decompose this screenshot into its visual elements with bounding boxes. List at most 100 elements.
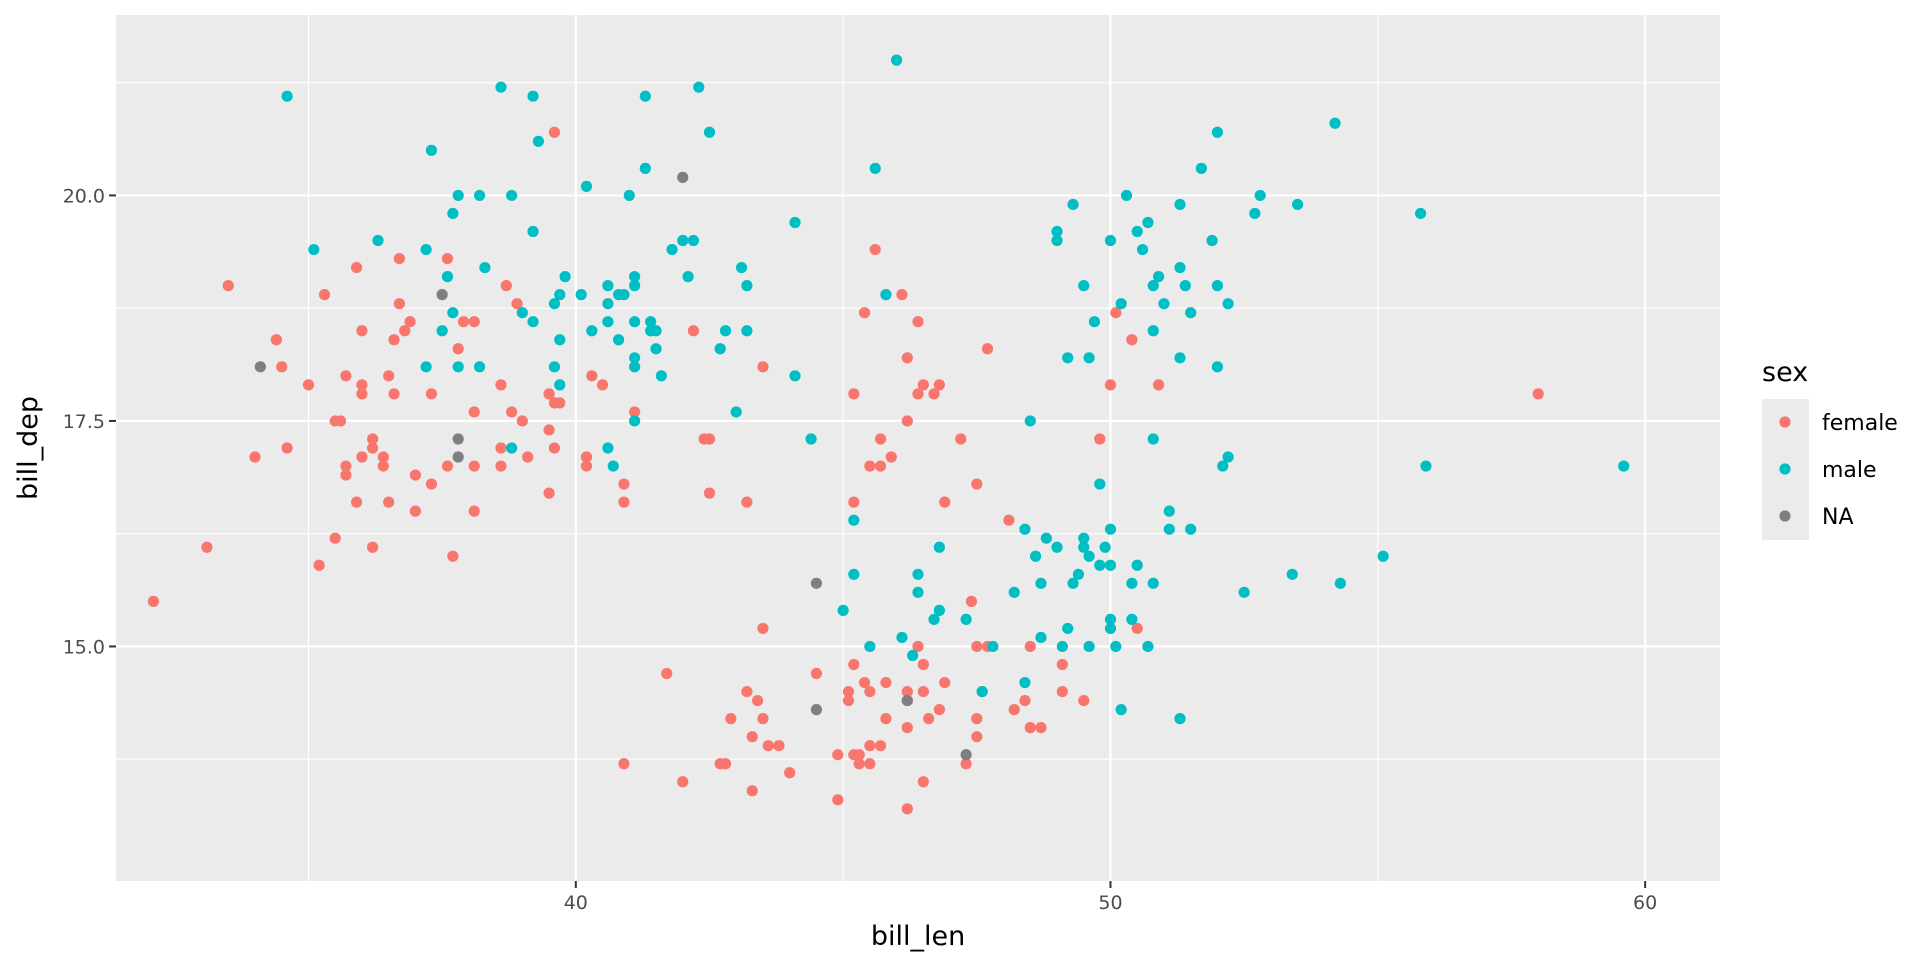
point-male [452, 189, 464, 202]
point-male [281, 90, 293, 102]
point-male [1019, 676, 1031, 689]
point-female [939, 496, 951, 508]
point-male [1174, 261, 1186, 274]
point-female [1019, 694, 1031, 707]
point-male [506, 442, 518, 454]
point-female [506, 406, 518, 418]
point-male [1153, 271, 1165, 283]
point-female [1003, 514, 1015, 526]
point-male [1035, 631, 1047, 644]
point-male [1115, 704, 1127, 716]
point-male [1211, 361, 1224, 373]
point-female [885, 451, 897, 463]
point-female [703, 433, 716, 445]
point-female [901, 685, 913, 698]
point-male [864, 640, 876, 653]
point-na [901, 694, 913, 707]
point-female [383, 370, 395, 382]
point-male [602, 280, 614, 292]
point-female [618, 758, 630, 770]
point-male [1072, 568, 1084, 580]
point-na [810, 577, 823, 589]
point-female [869, 243, 881, 256]
point-male [1051, 225, 1063, 238]
point-male [1286, 568, 1298, 580]
point-female [393, 298, 405, 310]
point-na [452, 451, 464, 463]
y-axis-title: bill_dep [13, 396, 44, 500]
point-male [1249, 207, 1261, 220]
point-female [1126, 334, 1138, 346]
point-male [1104, 559, 1117, 571]
minor-gridlines [116, 15, 1720, 881]
point-na [677, 171, 689, 183]
point-male [1211, 280, 1224, 292]
point-male [586, 325, 598, 337]
point-female [832, 794, 844, 806]
point-male [912, 586, 924, 598]
point-female [810, 667, 823, 680]
point-female [629, 406, 641, 418]
point-male [1088, 316, 1101, 328]
point-female [912, 640, 924, 653]
point-female [917, 776, 929, 788]
point-male [891, 54, 903, 66]
point-male [1051, 541, 1063, 553]
point-male [1211, 126, 1224, 138]
point-male [848, 568, 860, 580]
point-male [682, 271, 694, 283]
point-male [308, 243, 320, 256]
point-female [596, 379, 609, 391]
point-female [853, 749, 865, 761]
point-female [356, 451, 368, 463]
point-male [436, 325, 448, 337]
point-female [409, 505, 422, 517]
point-female [495, 460, 507, 472]
point-female [746, 785, 758, 797]
point-female [1024, 722, 1036, 734]
point-female [858, 676, 871, 689]
point-male [629, 271, 641, 283]
point-male [1377, 550, 1389, 562]
point-female [388, 388, 400, 400]
point-male [687, 234, 700, 247]
point-male [629, 361, 641, 373]
point-male [933, 541, 945, 553]
point-male [532, 135, 544, 147]
point-female [1153, 379, 1165, 391]
point-female [367, 433, 379, 445]
point-male [1115, 298, 1127, 310]
y-tick-label: 15.0 [63, 636, 105, 658]
point-female [329, 532, 341, 544]
point-male [693, 81, 705, 93]
point-female [249, 451, 261, 463]
point-na [436, 289, 448, 301]
point-female [201, 541, 213, 553]
point-female [147, 595, 160, 607]
point-male [650, 325, 662, 337]
point-male [1334, 577, 1346, 589]
point-female [522, 451, 534, 463]
point-male [1174, 713, 1186, 725]
point-female [746, 731, 758, 743]
point-male [441, 271, 454, 283]
point-female [971, 713, 983, 725]
point-male [1126, 577, 1138, 589]
point-female [393, 252, 405, 265]
point-female [425, 478, 438, 490]
point-female [832, 749, 844, 761]
point-female [864, 460, 876, 472]
point-male [1217, 460, 1229, 472]
point-female [880, 713, 892, 725]
point-female [917, 658, 929, 671]
point-male [714, 343, 726, 355]
point-female [971, 731, 983, 743]
legend-key-male [1779, 463, 1791, 475]
point-female [1078, 694, 1090, 707]
point-male [1104, 622, 1117, 635]
point-male [473, 361, 486, 373]
point-female [334, 415, 347, 427]
point-male [1019, 523, 1031, 535]
legend-label-na: NA [1822, 505, 1854, 530]
point-female [741, 685, 753, 698]
